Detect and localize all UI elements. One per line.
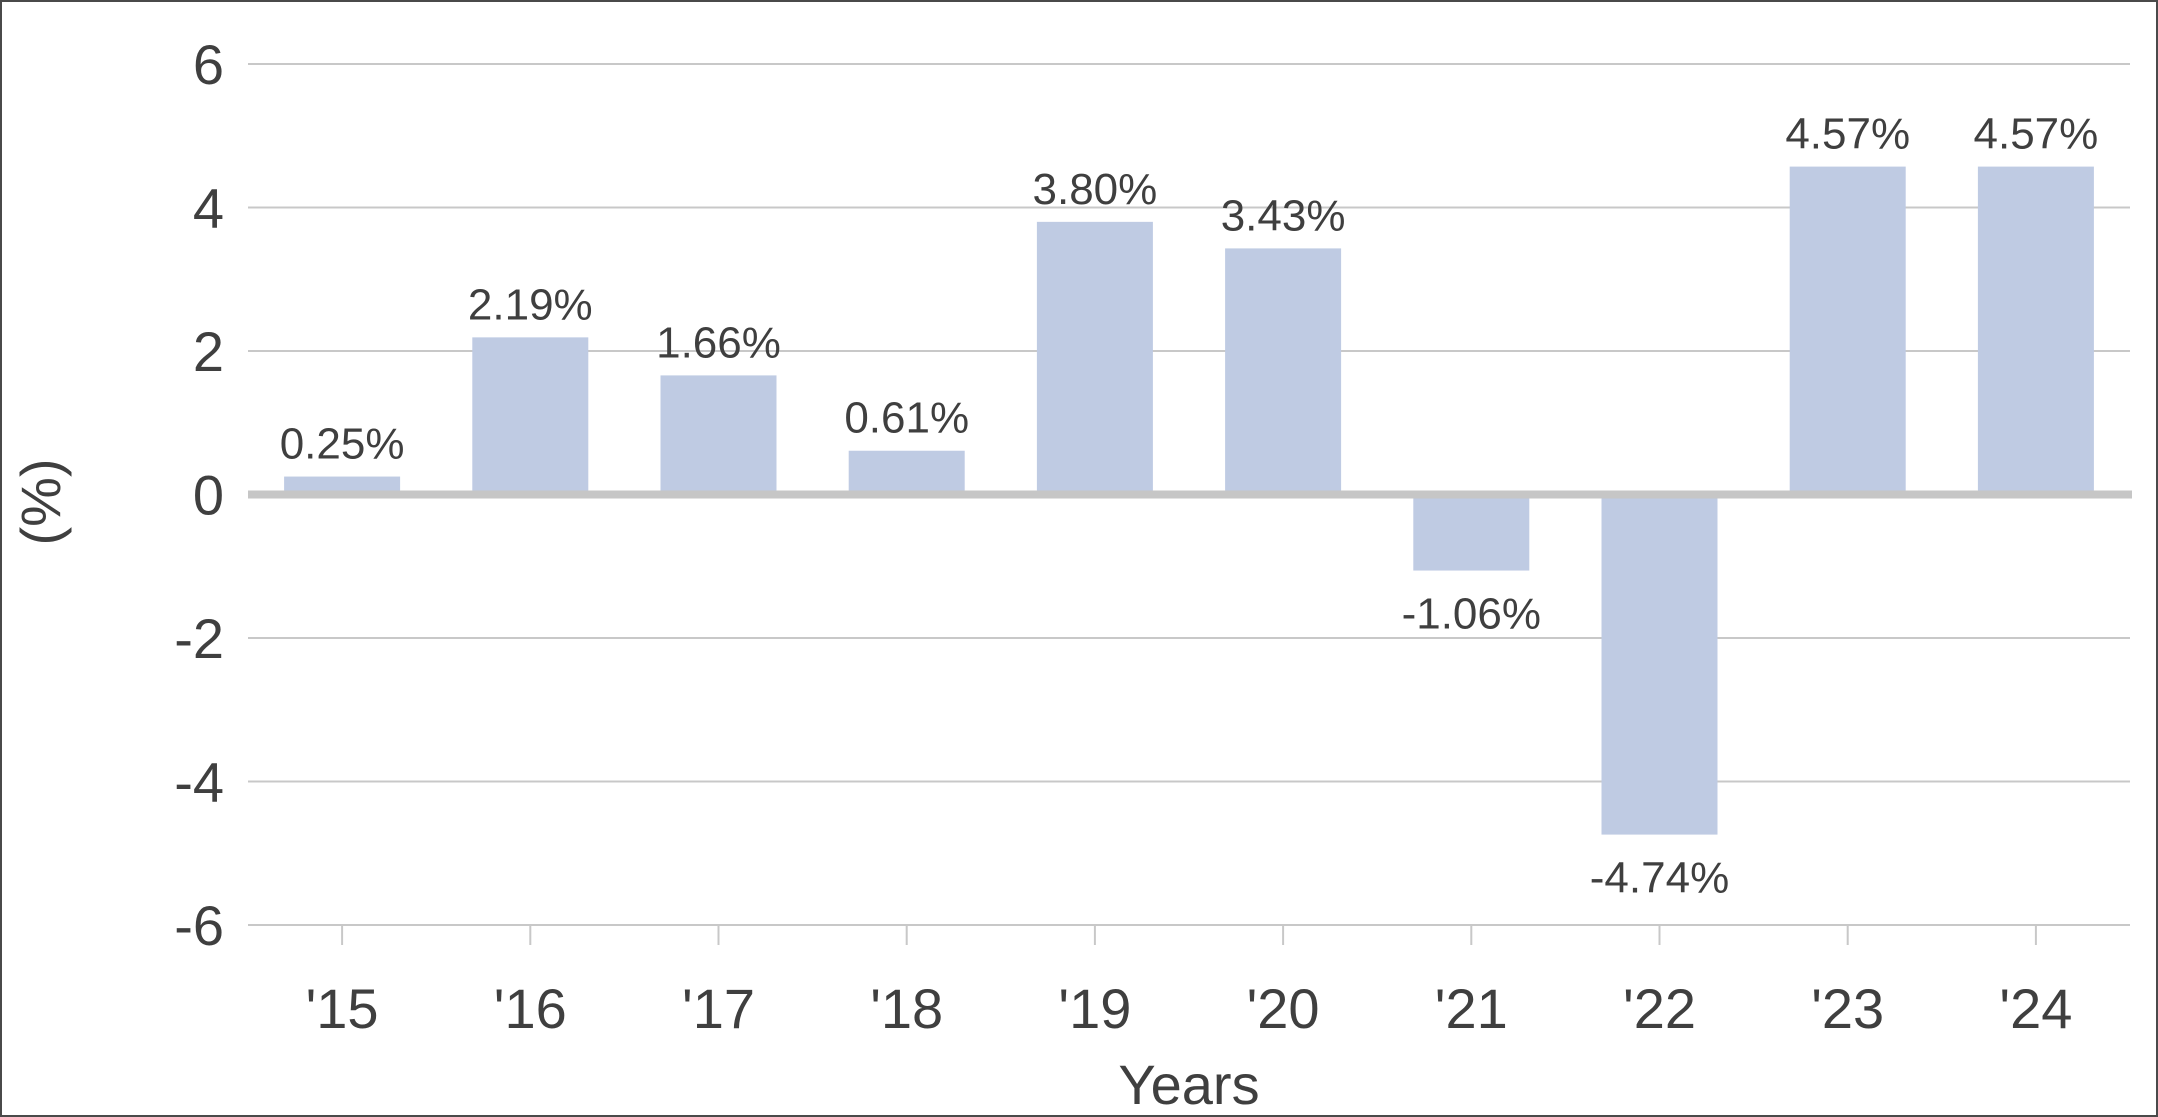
bar — [1977, 166, 2094, 495]
x-tick-label: '19 — [1058, 977, 1131, 1040]
bar-value-label: 3.43% — [1221, 191, 1346, 240]
y-axis-ticks: 6 4 2 0 -2 -4 -6 — [174, 33, 224, 957]
bar — [1225, 248, 1342, 495]
bar-value-label: 0.25% — [280, 420, 405, 469]
x-tick-label: '20 — [1247, 977, 1320, 1040]
bar-value-label: 2.19% — [468, 280, 593, 329]
bar — [660, 375, 777, 495]
bar — [1036, 221, 1153, 495]
bar — [848, 450, 965, 495]
y-tick-label: 0 — [193, 464, 224, 527]
bar-value-label: 3.80% — [1033, 165, 1158, 214]
x-tick-label: '21 — [1435, 977, 1508, 1040]
x-tick-label: '16 — [494, 977, 567, 1040]
bar-value-labels: 0.25% 2.19% 1.66% 0.61% 3.80% 3.43% -1.06% -4.7… — [280, 110, 2099, 903]
y-tick-label: -4 — [174, 751, 224, 814]
bar — [284, 476, 401, 495]
bars — [284, 166, 2094, 835]
bar-value-label: 0.61% — [844, 394, 969, 443]
bar-value-label: 4.57% — [1785, 110, 1910, 159]
bar — [1601, 494, 1718, 835]
y-tick-label: -2 — [174, 607, 224, 670]
x-axis-ticks: '15 '16 '17 '18 '19 '20 '21 '22 '23 '24 — [306, 925, 2072, 1040]
bar-value-label: 1.66% — [656, 318, 781, 367]
x-tick-label: '22 — [1623, 977, 1696, 1040]
bar — [1789, 166, 1906, 495]
x-tick-label: '23 — [1811, 977, 1884, 1040]
x-tick-label: '17 — [682, 977, 755, 1040]
x-tick-label: '24 — [1999, 977, 2072, 1040]
x-tick-label: '15 — [306, 977, 379, 1040]
bar — [1413, 494, 1530, 571]
bar-value-label: -4.74% — [1590, 854, 1729, 903]
y-axis-title: (%) — [9, 458, 72, 545]
y-tick-label: 4 — [193, 177, 224, 240]
bar-value-label: -1.06% — [1402, 590, 1541, 639]
bar — [472, 337, 589, 495]
y-tick-label: 2 — [193, 320, 224, 383]
x-axis-title: Years — [1118, 1053, 1259, 1115]
y-tick-label: -6 — [174, 894, 224, 957]
y-tick-label: 6 — [193, 33, 224, 96]
x-tick-label: '18 — [870, 977, 943, 1040]
bar-value-label: 4.57% — [1974, 110, 2099, 159]
